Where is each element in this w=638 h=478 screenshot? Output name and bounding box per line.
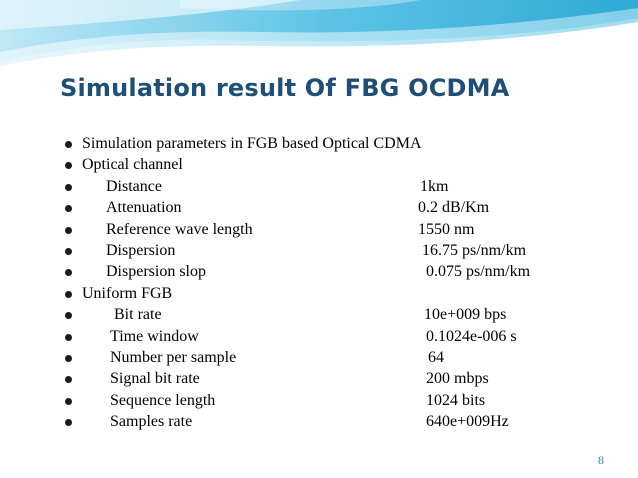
bullet-icon xyxy=(65,141,72,148)
list-item: Samples rate 640e+009Hz xyxy=(0,413,638,434)
list-item: Sequence length 1024 bits xyxy=(0,392,638,413)
parameter-label: Time window xyxy=(110,327,199,345)
parameter-label: Number per sample xyxy=(110,348,237,366)
list-item: Distance 1km xyxy=(0,178,638,199)
parameter-value: 0.1024e-006 s xyxy=(426,327,517,345)
bullet-icon xyxy=(65,269,72,277)
parameter-label: Bit rate xyxy=(114,306,162,324)
list-item: Reference wave length 1550 nm xyxy=(0,221,638,242)
parameter-label: Reference wave length xyxy=(106,220,253,238)
page-number: 8 xyxy=(598,453,604,467)
list-item: Dispersion 16.75 ps/nm/km xyxy=(0,242,638,263)
bullet-icon xyxy=(65,397,72,405)
parameter-label: Dispersion xyxy=(106,241,176,259)
bullet-icon xyxy=(65,333,72,341)
list-item: Attenuation 0.2 dB/Km xyxy=(0,199,638,220)
parameter-value: 0.2 dB/Km xyxy=(418,199,490,217)
list-item: Number per sample 64 xyxy=(0,349,638,370)
list-item: Bit rate 10e+009 bps xyxy=(0,306,638,327)
list-item: Time window 0.1024e-006 s xyxy=(0,328,638,349)
parameter-value: 10e+009 bps xyxy=(424,306,507,324)
parameter-list: Simulation parameters in FGB based Optic… xyxy=(0,135,638,434)
parameter-value: 200 mbps xyxy=(426,370,489,388)
parameter-value: 640e+009Hz xyxy=(426,413,509,431)
bullet-icon xyxy=(65,312,72,320)
parameter-label: Distance xyxy=(106,177,162,195)
bullet-icon xyxy=(65,226,72,234)
bullet-icon xyxy=(65,290,72,298)
parameter-value: 1km xyxy=(420,177,449,195)
parameter-label: Samples rate xyxy=(110,413,193,431)
list-item: Signal bit rate 200 mbps xyxy=(0,370,638,391)
list-item: Optical channel xyxy=(0,156,638,177)
parameter-value: 1024 bits xyxy=(426,391,486,409)
list-item: Dispersion slop 0.075 ps/nm/km xyxy=(0,263,638,284)
header-wave-decoration xyxy=(0,0,638,66)
bullet-icon xyxy=(65,247,72,255)
bullet-icon xyxy=(65,183,72,191)
bullet-icon xyxy=(65,205,72,213)
bullet-icon xyxy=(65,376,72,384)
parameter-value: 1550 nm xyxy=(418,220,475,238)
parameter-label: Simulation parameters in FGB based Optic… xyxy=(82,135,422,152)
parameter-label: Signal bit rate xyxy=(110,370,200,388)
slide-title: Simulation result Of FBG OCDMA xyxy=(60,74,510,102)
parameter-label: Sequence length xyxy=(110,391,216,409)
list-item: Simulation parameters in FGB based Optic… xyxy=(0,135,638,156)
parameter-label: Dispersion slop xyxy=(106,263,206,281)
parameter-label: Uniform FGB xyxy=(82,284,173,302)
parameter-value: 16.75 ps/nm/km xyxy=(422,241,527,259)
parameter-label: Optical channel xyxy=(82,156,183,174)
bullet-icon xyxy=(65,419,72,427)
list-item: Uniform FGB xyxy=(0,285,638,306)
parameter-label: Attenuation xyxy=(106,199,182,217)
bullet-icon xyxy=(65,162,72,170)
parameter-value: 0.075 ps/nm/km xyxy=(426,263,531,281)
parameter-value: 64 xyxy=(428,348,444,366)
bullet-icon xyxy=(65,354,72,362)
